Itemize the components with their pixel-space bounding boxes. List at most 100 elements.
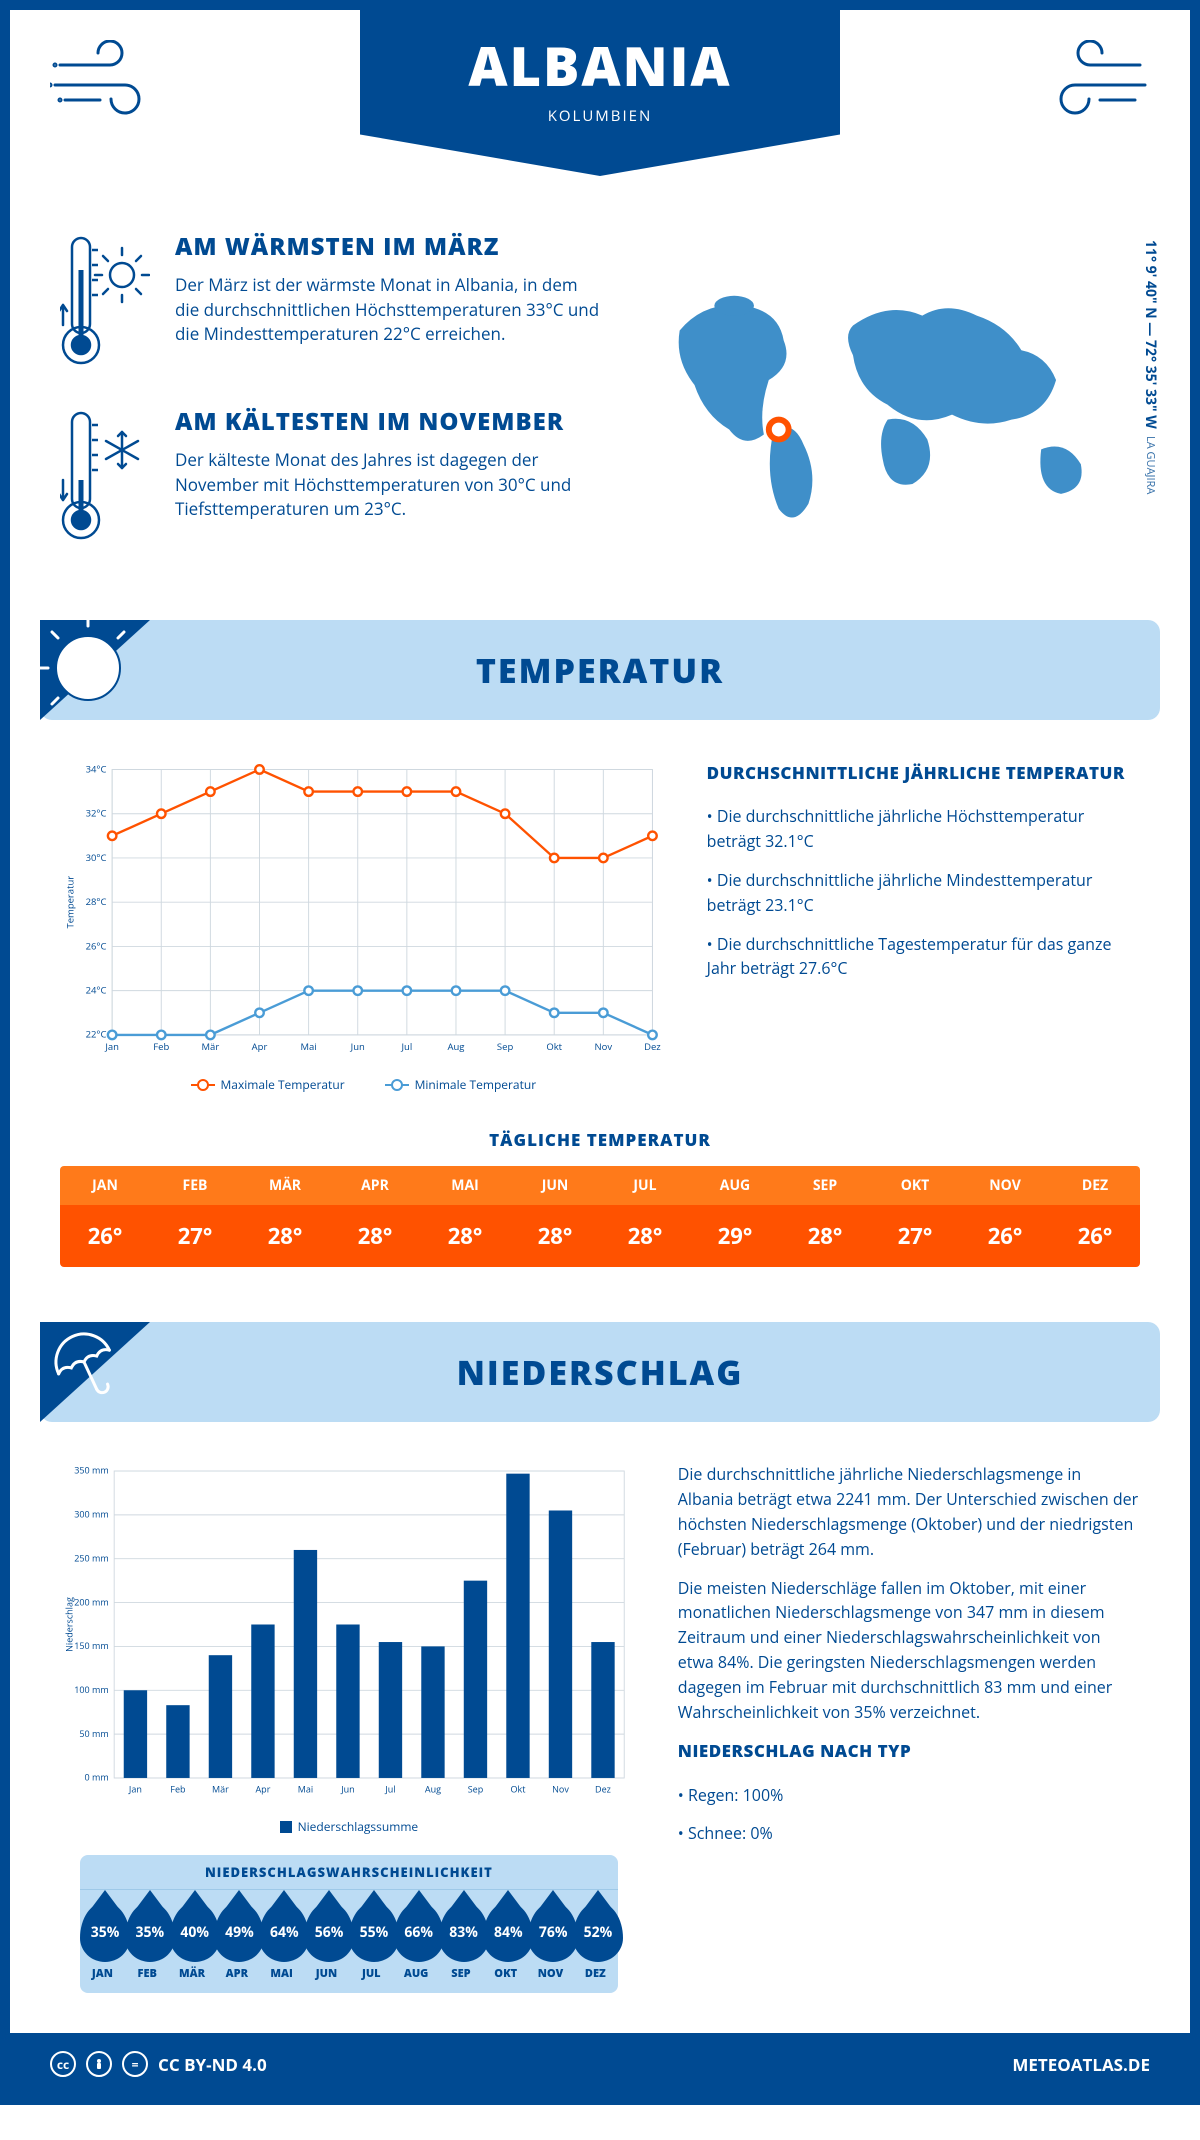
- drop-month: SEP: [439, 1966, 484, 1981]
- drop-item: 49%APR: [214, 1902, 259, 1981]
- svg-text:0 mm: 0 mm: [85, 1771, 109, 1784]
- svg-text:Jun: Jun: [350, 1040, 365, 1053]
- umbrella-icon: [40, 1322, 150, 1422]
- temp-cell-month: MÄR: [240, 1166, 330, 1205]
- svg-text:250 mm: 250 mm: [74, 1552, 108, 1565]
- temp-cell-month: FEB: [150, 1166, 240, 1205]
- raindrop-icon: 64%: [259, 1902, 309, 1962]
- drop-item: 52%DEZ: [573, 1902, 618, 1981]
- temp-bullet: • Die durchschnittliche jährliche Höchst…: [707, 804, 1140, 854]
- drop-month: DEZ: [573, 1966, 618, 1981]
- temp-cell: JAN26°: [60, 1166, 150, 1267]
- temp-cell-month: MAI: [420, 1166, 510, 1205]
- svg-text:Sep: Sep: [497, 1040, 514, 1053]
- svg-text:Feb: Feb: [170, 1783, 186, 1796]
- drop-item: 66%AUG: [394, 1902, 439, 1981]
- intro-text: AM WÄRMSTEN IM MÄRZ Der März ist der wär…: [60, 230, 605, 580]
- drop-item: 76%NOV: [528, 1902, 573, 1981]
- svg-text:24°C: 24°C: [86, 983, 107, 996]
- raindrop-icon: 40%: [170, 1902, 220, 1962]
- temp-cell: SEP28°: [780, 1166, 870, 1267]
- temp-cell-month: APR: [330, 1166, 420, 1205]
- footer: cc = CC BY-ND 4.0 METEOATLAS.DE: [10, 2033, 1190, 2095]
- raindrop-icon: 35%: [80, 1902, 130, 1962]
- temp-cell-value: 28°: [330, 1205, 420, 1267]
- drop-month: MÄR: [170, 1966, 215, 1981]
- region: LA GUAJIRA: [1143, 436, 1158, 494]
- raindrop-icon: 55%: [349, 1902, 399, 1962]
- temp-section-header: TEMPERATUR: [40, 620, 1160, 720]
- license: cc = CC BY-ND 4.0: [50, 2051, 267, 2077]
- svg-text:Jan: Jan: [128, 1783, 142, 1796]
- precip-type-item: • Regen: 100%: [678, 1783, 1140, 1808]
- svg-text:Jan: Jan: [104, 1040, 119, 1053]
- temp-chart-desc: DURCHSCHNITTLICHE JÄHRLICHE TEMPERATUR •…: [707, 760, 1140, 1093]
- precip-type-title: NIEDERSCHLAG NACH TYP: [678, 1738, 1140, 1764]
- wind-icon: [1030, 40, 1150, 120]
- precip-section-header: NIEDERSCHLAG: [40, 1322, 1160, 1422]
- wind-icon: [50, 40, 170, 120]
- svg-text:Mär: Mär: [212, 1783, 229, 1796]
- temp-legend: Maximale Temperatur Minimale Temperatur: [60, 1076, 667, 1093]
- temp-cell: MAI28°: [420, 1166, 510, 1267]
- svg-text:Aug: Aug: [425, 1783, 441, 1796]
- drop-item: 55%JUL: [349, 1902, 394, 1981]
- svg-text:Aug: Aug: [448, 1040, 465, 1053]
- precip-legend-item: Niederschlagssumme: [280, 1818, 419, 1835]
- raindrop-icon: 66%: [394, 1902, 444, 1962]
- svg-text:32°C: 32°C: [86, 807, 107, 820]
- raindrop-icon: 84%: [483, 1902, 533, 1962]
- map-column: 11° 9' 40" N — 72° 35' 33" W LA GUAJIRA: [645, 230, 1140, 580]
- temp-cell: AUG29°: [690, 1166, 780, 1267]
- temp-bullet: • Die durchschnittliche Tagestemperatur …: [707, 932, 1140, 982]
- svg-text:Mär: Mär: [202, 1040, 220, 1053]
- sun-icon: [40, 620, 150, 720]
- legend-max: Maximale Temperatur: [191, 1076, 345, 1093]
- drop-month: JUL: [349, 1966, 394, 1981]
- drop-month: FEB: [125, 1966, 170, 1981]
- coldest-title: AM KÄLTESTEN IM NOVEMBER: [175, 405, 605, 438]
- temp-section-title: TEMPERATUR: [476, 647, 724, 693]
- drop-item: 83%SEP: [439, 1902, 484, 1981]
- location-title: ALBANIA: [360, 28, 840, 102]
- svg-text:Nov: Nov: [552, 1783, 569, 1796]
- warmest-fact: AM WÄRMSTEN IM MÄRZ Der März ist der wär…: [60, 230, 605, 370]
- lat: 11° 9' 40" N: [1141, 240, 1160, 319]
- svg-text:100 mm: 100 mm: [74, 1683, 108, 1696]
- precip-chart-desc: Die durchschnittliche jährliche Niedersc…: [678, 1462, 1140, 1993]
- svg-text:Temperatur: Temperatur: [63, 876, 76, 929]
- svg-text:Jul: Jul: [384, 1783, 395, 1796]
- drop-month: AUG: [394, 1966, 439, 1981]
- daily-temp-title: TÄGLICHE TEMPERATUR: [40, 1128, 1160, 1151]
- temp-cell-value: 28°: [600, 1205, 690, 1267]
- svg-text:300 mm: 300 mm: [74, 1508, 108, 1521]
- raindrop-icon: 49%: [214, 1902, 264, 1962]
- temp-cell-value: 27°: [150, 1205, 240, 1267]
- daily-temp-table: JAN26°FEB27°MÄR28°APR28°MAI28°JUN28°JUL2…: [60, 1166, 1140, 1267]
- temp-cell-month: JUN: [510, 1166, 600, 1205]
- drop-item: 84%OKT: [483, 1902, 528, 1981]
- temp-cell-month: JUL: [600, 1166, 690, 1205]
- temp-cell-month: SEP: [780, 1166, 870, 1205]
- svg-text:Jun: Jun: [340, 1783, 354, 1796]
- svg-text:Feb: Feb: [153, 1040, 169, 1053]
- temp-cell: MÄR28°: [240, 1166, 330, 1267]
- temp-chart: 22°C24°C26°C28°C30°C32°C34°CJanFebMärApr…: [60, 760, 667, 1093]
- svg-text:30°C: 30°C: [86, 851, 107, 864]
- raindrop-icon: 52%: [573, 1902, 623, 1962]
- coldest-body: Der kälteste Monat des Jahres ist dagege…: [175, 448, 605, 522]
- svg-text:150 mm: 150 mm: [74, 1639, 108, 1652]
- svg-text:28°C: 28°C: [86, 895, 107, 908]
- drop-month: JUN: [304, 1966, 349, 1981]
- license-text: CC BY-ND 4.0: [158, 2053, 267, 2076]
- page: ALBANIA KOLUMBIEN: [0, 0, 1200, 2105]
- temp-chart-row: 22°C24°C26°C28°C30°C32°C34°CJanFebMärApr…: [40, 760, 1160, 1093]
- legend-min: Minimale Temperatur: [385, 1076, 537, 1093]
- temp-cell: JUL28°: [600, 1166, 690, 1267]
- thermometer-cold-icon: [60, 405, 150, 545]
- site-name: METEOATLAS.DE: [1012, 2053, 1150, 2076]
- temp-desc-heading: DURCHSCHNITTLICHE JÄHRLICHE TEMPERATUR: [707, 760, 1140, 786]
- precip-chart: 0 mm50 mm100 mm150 mm200 mm250 mm300 mm3…: [60, 1462, 638, 1993]
- temp-cell-value: 28°: [420, 1205, 510, 1267]
- svg-text:22°C: 22°C: [86, 1028, 107, 1041]
